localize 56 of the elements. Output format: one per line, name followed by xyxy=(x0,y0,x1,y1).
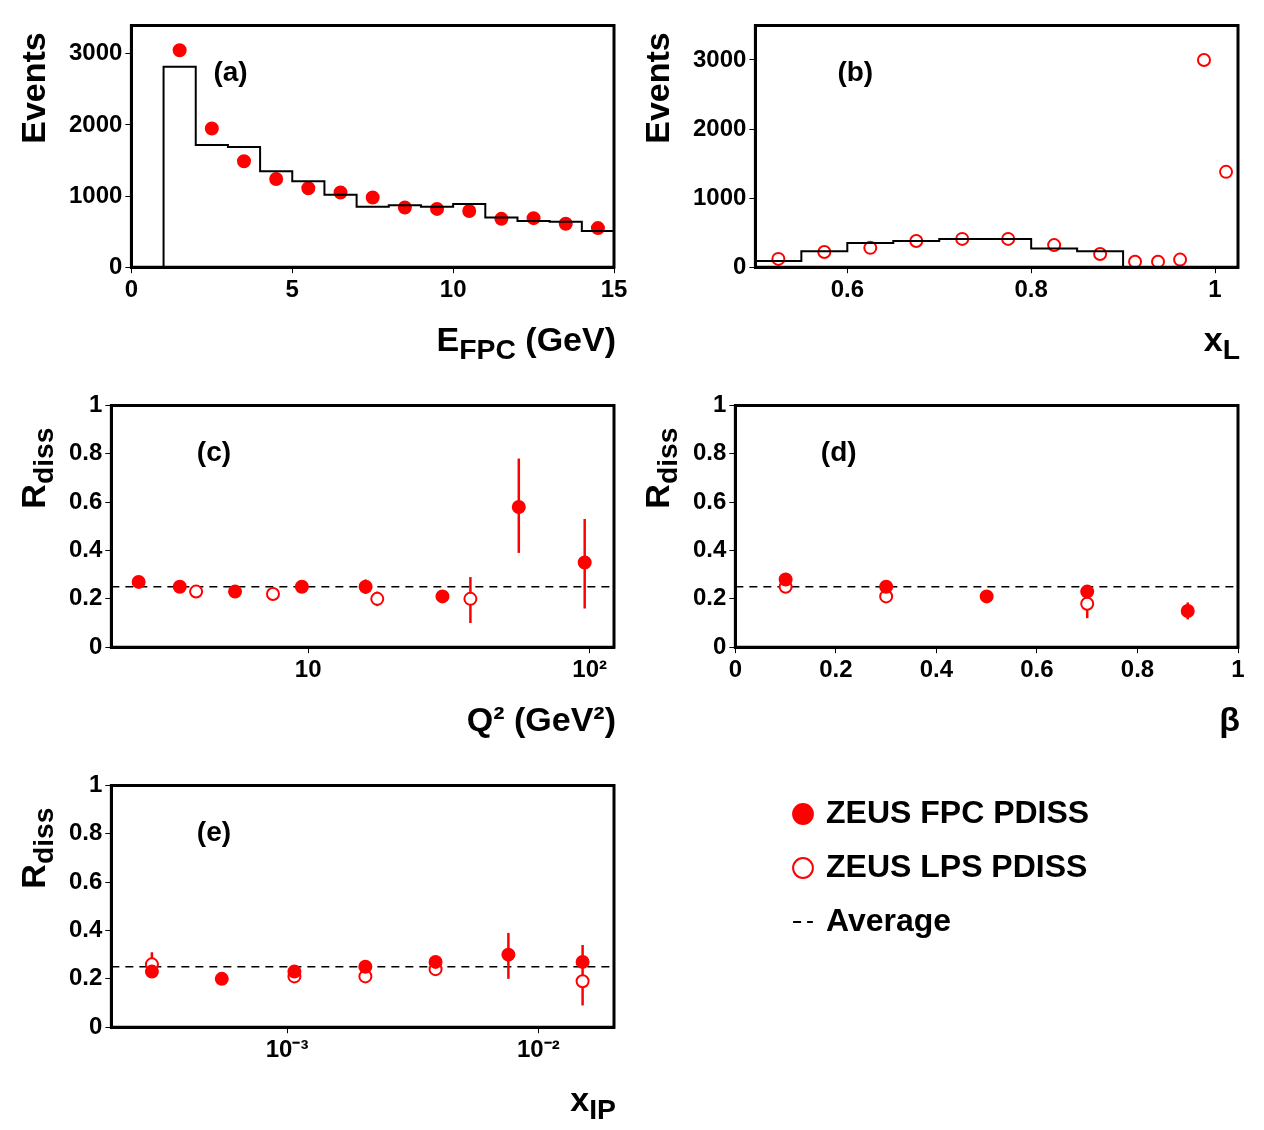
legend-label: Average xyxy=(826,901,952,938)
x-axis-title: β xyxy=(1218,700,1240,739)
y-tick-label: 0.4 xyxy=(68,915,103,943)
annotation: (d) xyxy=(820,436,857,468)
y-tick-label: 0.2 xyxy=(692,583,727,611)
x-tick-label: 0.8 xyxy=(1014,275,1048,303)
y-tick-label: 1000 xyxy=(693,182,747,210)
annotation: (b) xyxy=(837,56,874,88)
y-tick-label: 1 xyxy=(89,770,103,798)
x-tick-label: 1 xyxy=(1231,655,1245,683)
y-tick-label: 0.4 xyxy=(68,535,103,563)
y-axis-title: Events xyxy=(13,31,53,146)
y-tick-label: 0.2 xyxy=(68,583,103,611)
y-tick-label: 1 xyxy=(89,390,103,418)
x-tick-label: 10⁻³ xyxy=(265,1035,309,1063)
x-tick-label: 0.8 xyxy=(1120,655,1155,683)
y-tick-label: 0 xyxy=(109,251,123,279)
x-tick-label: 10 xyxy=(439,275,467,303)
annotation: (c) xyxy=(196,436,232,468)
legend-label: ZEUS LPS PDISS xyxy=(826,847,1088,884)
x-tick-label: 10² xyxy=(572,655,608,683)
annotation: (a) xyxy=(213,56,248,88)
x-tick-label: 0.6 xyxy=(1020,655,1054,683)
y-tick-label: 2000 xyxy=(69,109,123,137)
x-tick-label: 0.6 xyxy=(830,275,864,303)
y-tick-label: 0.6 xyxy=(68,486,103,514)
y-tick-label: 1 xyxy=(713,390,727,418)
y-tick-label: 0.6 xyxy=(68,866,103,894)
y-tick-label: 0.8 xyxy=(68,818,103,846)
x-axis-title: E$_{FPC}$ (GeV) xyxy=(435,320,616,366)
x-axis-title: x$_{L}$ xyxy=(1202,320,1240,366)
x-tick-label: 0.2 xyxy=(819,655,853,683)
y-tick-label: 0 xyxy=(713,631,727,659)
x-tick-label: 0.4 xyxy=(919,655,954,683)
y-tick-label: 0.4 xyxy=(692,535,727,563)
y-tick-label: 2000 xyxy=(693,113,747,141)
y-tick-label: 0.8 xyxy=(68,438,103,466)
x-tick-label: 10⁻² xyxy=(517,1035,560,1063)
y-tick-label: 1000 xyxy=(69,180,123,208)
x-tick-label: 1 xyxy=(1208,275,1222,303)
x-tick-label: 10 xyxy=(294,655,322,683)
y-tick-label: 0.2 xyxy=(68,963,103,991)
x-tick-label: 15 xyxy=(600,275,628,303)
y-tick-label: 0 xyxy=(733,251,747,279)
y-axis-title: Events xyxy=(637,31,677,146)
y-tick-label: 0 xyxy=(89,631,103,659)
y-tick-label: 0.8 xyxy=(692,438,727,466)
y-tick-label: 3000 xyxy=(693,44,747,72)
y-tick-label: 3000 xyxy=(69,38,123,66)
legend-label: ZEUS FPC PDISS xyxy=(826,793,1090,830)
y-tick-label: 0 xyxy=(89,1011,103,1039)
annotation: (e) xyxy=(196,816,232,848)
y-tick-label: 0.6 xyxy=(692,486,727,514)
x-axis-title: Q² (GeV²) xyxy=(465,700,616,739)
x-axis-title: x$_{IP}$ xyxy=(569,1080,616,1126)
x-tick-label: 5 xyxy=(285,275,299,303)
